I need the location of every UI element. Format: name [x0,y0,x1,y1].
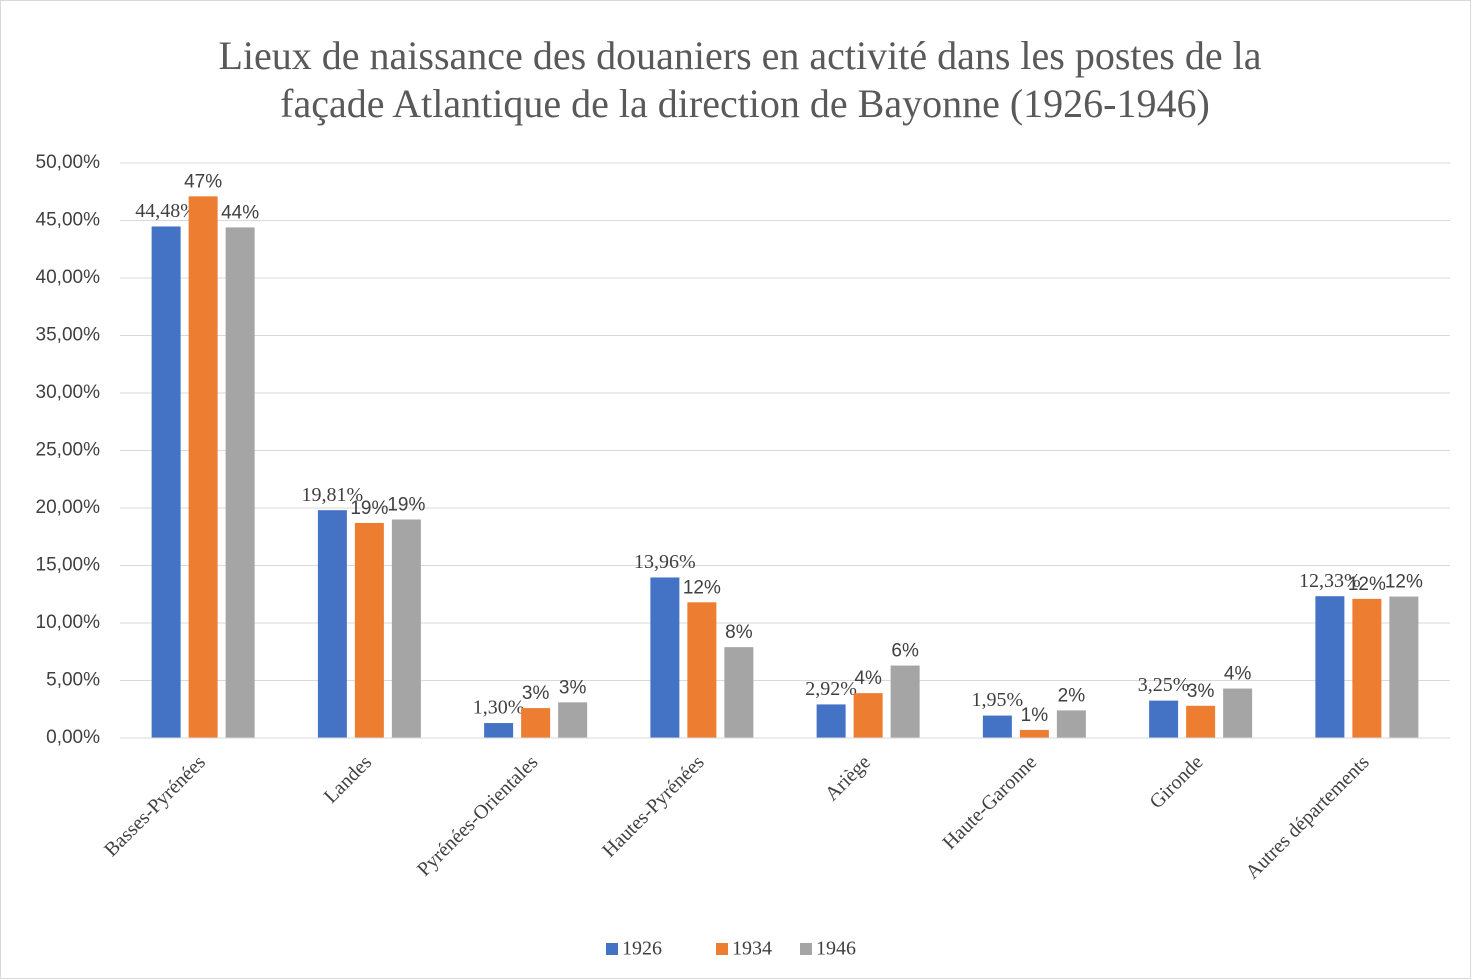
bar [1186,705,1216,738]
legend-label: 1946 [816,938,856,960]
data-label: 47% [184,171,222,192]
bar [982,715,1012,738]
data-label: 12% [1348,574,1386,595]
y-tick-label: 20,00% [36,497,101,518]
data-label: 44,48% [135,200,197,222]
bar [1315,596,1345,738]
bar [650,577,680,738]
bar [1352,598,1382,738]
bar [724,647,754,738]
legend-swatch [800,943,812,955]
data-label: 3% [1187,681,1215,702]
legend-swatch [606,943,618,955]
bar [1019,729,1049,738]
data-label: 3,25% [1138,674,1190,696]
data-label: 19,81% [302,484,364,506]
y-tick-label: 30,00% [36,382,101,403]
data-label: 1,30% [473,697,525,719]
bar [558,702,588,738]
y-tick-label: 0,00% [46,727,100,748]
bar [484,723,514,738]
bar [151,226,181,739]
data-label: 2,92% [805,678,857,700]
y-tick-label: 45,00% [36,210,101,231]
y-tick-label: 40,00% [36,267,101,288]
data-label: 12,33% [1299,570,1361,592]
title-line: Lieux de naissance des douaniers en acti… [219,33,1262,78]
y-tick-label: 15,00% [36,555,101,576]
legend-swatch [716,943,728,955]
bar [225,227,255,738]
bar [890,665,920,738]
data-label: 44% [221,202,259,223]
data-label: 8% [725,622,753,643]
y-tick-label: 50,00% [36,152,101,173]
data-label: 1% [1021,705,1049,726]
chart-title: Lieux de naissance des douaniers en acti… [219,33,1272,126]
bar [521,708,551,738]
bar [188,196,218,739]
bar [1149,700,1179,738]
data-label: 12% [1385,572,1423,593]
bar [391,519,421,738]
data-label: 13,96% [634,551,696,573]
data-label: 6% [891,641,919,662]
title-line: façade Atlantique de la direction de Bay… [280,81,1210,126]
data-label: 12% [683,577,721,598]
data-label: 3% [559,677,587,698]
bar [687,602,717,738]
legend-label: 1926 [622,938,662,960]
data-label: 1,95% [972,689,1024,711]
y-tick-label: 25,00% [36,440,101,461]
data-label: 4% [854,668,882,689]
data-label: 2% [1058,685,1086,706]
y-tick-label: 5,00% [46,670,100,691]
data-label: 19% [387,495,425,516]
data-label: 3% [522,683,550,704]
data-label: 4% [1224,664,1252,685]
bar [1223,688,1253,738]
y-tick-label: 35,00% [36,325,101,346]
bar [816,704,846,738]
y-tick-label: 10,00% [36,612,101,633]
legend-label: 1934 [732,938,772,960]
bar [354,522,384,738]
bar [853,693,883,738]
bar [1389,596,1419,738]
bar [317,510,347,738]
data-label: 19% [350,498,388,519]
bar [1056,710,1086,738]
